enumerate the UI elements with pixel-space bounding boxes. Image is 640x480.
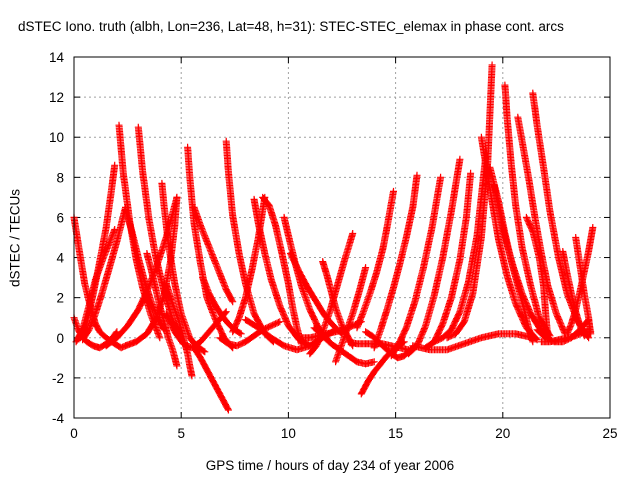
x-tick-label: 10 <box>281 426 296 441</box>
series-35 <box>370 171 421 352</box>
series-53-markers <box>533 316 593 346</box>
y-tick-label: -2 <box>52 371 64 386</box>
y-axis-label: dSTEC / TECUs <box>7 188 23 288</box>
series-41-markers <box>409 330 537 354</box>
x-axis-label: GPS time / hours of day 234 of year 2006 <box>205 458 455 473</box>
series-47 <box>486 163 537 346</box>
x-tick-label: 25 <box>602 426 617 441</box>
series-23-markers <box>259 193 305 348</box>
series-34 <box>353 187 397 332</box>
series-29-markers <box>306 230 357 358</box>
series-3 <box>76 161 119 342</box>
plot-frame <box>73 56 611 419</box>
grid-lines <box>74 57 610 418</box>
x-tick-label: 5 <box>177 426 185 441</box>
series-14-markers <box>162 308 230 352</box>
series-14 <box>162 308 230 352</box>
x-tick-label: 20 <box>495 426 510 441</box>
data-points <box>70 61 597 414</box>
x-tick-label: 15 <box>388 426 403 441</box>
series-30-markers <box>332 264 370 366</box>
series-37 <box>405 155 464 358</box>
series-15-markers <box>222 137 277 346</box>
chart-title: dSTEC Iono. truth (albh, Lon=236, Lat=48… <box>18 19 564 34</box>
series-52 <box>572 234 595 338</box>
series-17-markers <box>190 203 237 306</box>
series-53 <box>533 316 593 346</box>
series-43 <box>501 81 554 340</box>
series-15 <box>222 137 277 346</box>
series-11-markers <box>122 205 168 334</box>
series-41 <box>409 330 537 354</box>
series-37-markers <box>405 155 464 358</box>
y-tick-label: 2 <box>56 291 64 306</box>
series-16 <box>190 344 232 414</box>
series-34-markers <box>353 187 397 332</box>
series-38-markers <box>422 169 475 352</box>
series-30 <box>332 264 370 366</box>
y-tick-label: 14 <box>49 50 65 65</box>
series-35-markers <box>370 171 421 352</box>
series-11 <box>122 205 168 334</box>
y-tick-label: 12 <box>49 90 64 105</box>
y-tick-label: 0 <box>56 331 64 346</box>
x-tick-label: 0 <box>70 426 78 441</box>
series-36-markers <box>387 173 445 360</box>
series-47-markers <box>486 163 537 346</box>
series-36 <box>387 173 445 360</box>
series-38 <box>422 169 475 352</box>
y-tick-label: -4 <box>52 411 64 426</box>
series-17 <box>190 203 237 306</box>
series-23 <box>259 193 305 348</box>
series-43-markers <box>501 81 554 340</box>
series-3-markers <box>76 161 119 342</box>
series-29 <box>306 230 357 358</box>
series-16-markers <box>190 344 232 414</box>
y-tick-label: 4 <box>56 251 64 266</box>
series-4-markers <box>79 203 129 344</box>
y-tick-label: 6 <box>56 210 64 225</box>
tick-marks <box>73 56 611 419</box>
series-19 <box>216 318 284 350</box>
series-4 <box>79 203 129 344</box>
series-19-markers <box>216 318 284 350</box>
series-52-markers <box>572 234 595 338</box>
tick-labels: 0 5 10 15 20 25 -4 -2 0 2 4 6 8 10 12 14 <box>49 50 618 441</box>
y-tick-label: 10 <box>49 130 64 145</box>
y-tick-label: 8 <box>56 170 64 185</box>
